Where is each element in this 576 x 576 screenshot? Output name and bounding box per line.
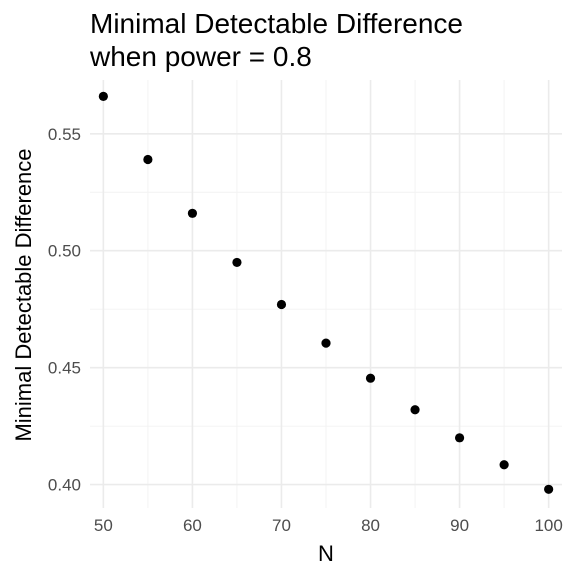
data-points (98, 91, 554, 494)
data-point (499, 460, 509, 470)
x-axis-title: N (318, 541, 334, 566)
data-point (321, 338, 331, 348)
data-point (544, 484, 554, 494)
y-tick-label: 0.45 (48, 359, 81, 378)
data-point (143, 154, 153, 165)
data-point (454, 433, 465, 443)
data-point (187, 208, 198, 218)
x-tick-label: 70 (272, 516, 291, 535)
x-tick-label: 80 (361, 516, 380, 535)
data-point (410, 405, 420, 415)
y-axis-tick-labels: 0.40 0.45 0.50 0.55 (48, 125, 81, 495)
chart-subtitle: when power = 0.8 (89, 41, 312, 72)
data-point (98, 91, 108, 101)
y-tick-label: 0.50 (48, 242, 81, 261)
x-tick-label: 60 (183, 516, 202, 535)
x-axis-tick-labels: 50 60 70 80 90 100 (94, 516, 563, 535)
y-axis-title: Minimal Detectable Difference (11, 148, 36, 441)
data-point (276, 299, 287, 310)
y-tick-label: 0.55 (48, 125, 81, 144)
chart-title: Minimal Detectable Difference (90, 8, 463, 39)
y-tick-label: 0.40 (48, 476, 81, 495)
minor-gridlines (90, 80, 562, 508)
data-point (365, 373, 376, 383)
x-tick-label: 90 (450, 516, 469, 535)
x-tick-label: 50 (94, 516, 113, 535)
data-point (232, 257, 242, 268)
x-tick-label: 100 (534, 516, 562, 535)
